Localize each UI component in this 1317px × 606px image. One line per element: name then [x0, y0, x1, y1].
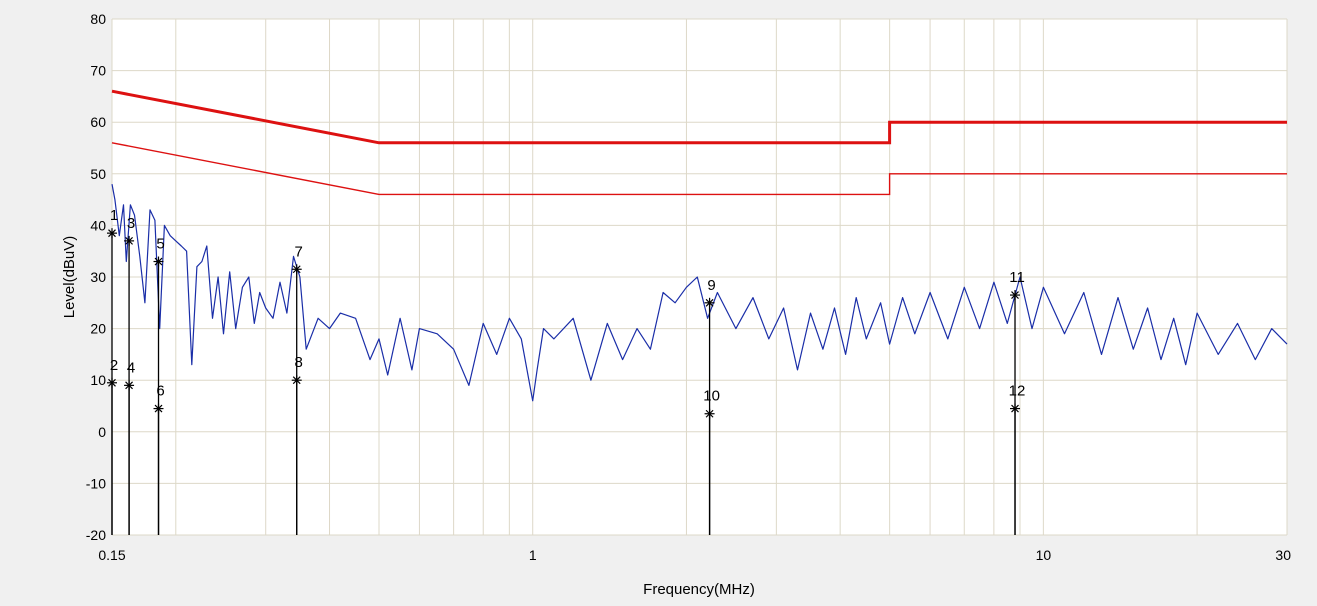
limit-line-quasi-peak: [111, 89, 1287, 145]
marker-label: 2: [110, 357, 118, 374]
marker-label: 9: [707, 277, 715, 294]
y-tick-label: -10: [86, 475, 106, 491]
y-tick-label: 60: [90, 114, 106, 130]
x-tick-label: 10: [1036, 547, 1052, 563]
marker-star-icon: [704, 408, 715, 419]
marker-label: 5: [156, 236, 164, 253]
marker-star-icon: [153, 256, 164, 267]
marker-label: 3: [127, 215, 135, 232]
limit-lines: [111, 89, 1287, 196]
grid-layer: [111, 18, 1288, 536]
marker-star-icon: [153, 403, 164, 414]
limit-line-average: [111, 142, 1287, 196]
marker-label: 8: [295, 354, 303, 371]
marker-label: 7: [295, 243, 303, 260]
marker-star-icon: [1010, 290, 1021, 301]
marker-star-icon: [291, 264, 302, 275]
y-tick-label: 30: [90, 269, 106, 285]
marker-star-icon: [1010, 403, 1021, 414]
marker-label: 1: [110, 207, 118, 224]
marker-label: 6: [156, 383, 164, 400]
y-tick-label: 80: [90, 11, 106, 27]
marker-label: 11: [1009, 269, 1025, 286]
marker-star-icon: [124, 380, 135, 391]
y-tick-label: -20: [86, 527, 106, 543]
measurement-trace-layer: [111, 183, 1288, 402]
y-tick-label: 0: [98, 424, 106, 440]
marker-label: 4: [127, 359, 135, 376]
x-tick-label: 0.15: [98, 547, 125, 563]
marker-star-icon: [107, 377, 117, 388]
measurement-trace-line: [111, 183, 1288, 402]
marker-star-icon: [107, 228, 117, 239]
x-tick-label: 30: [1275, 547, 1291, 563]
y-axis-label: Level(dBuV): [61, 236, 78, 319]
y-tick-label: 70: [90, 63, 106, 79]
x-axis-label: Frequency(MHz): [643, 581, 755, 598]
x-tick-label: 1: [529, 547, 537, 563]
tick-labels: -20 -10 0 10 20 30 40 50 60 70 80 0.15 1 10 30: [86, 11, 1291, 563]
y-tick-label: 40: [90, 217, 106, 233]
marker-star-icon: [124, 235, 135, 246]
y-tick-label: 50: [90, 166, 106, 182]
y-tick-label: 20: [90, 321, 106, 337]
marker-star-icon: [291, 375, 302, 386]
marker-label: 10: [703, 388, 720, 405]
marker-label: 12: [1009, 383, 1026, 400]
y-tick-label: 10: [90, 372, 106, 388]
marker-star-icon: [704, 297, 715, 308]
